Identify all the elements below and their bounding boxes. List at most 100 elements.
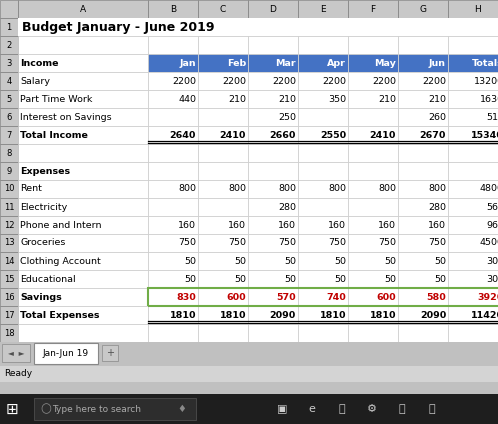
Bar [398, 90, 448, 108]
Bar [348, 198, 398, 216]
Text: 📁: 📁 [339, 404, 345, 414]
Text: 50: 50 [234, 274, 246, 284]
Bar [448, 126, 498, 144]
Text: 740: 740 [326, 293, 346, 301]
Bar [298, 180, 348, 198]
Bar [18, 162, 148, 180]
Bar [148, 162, 198, 180]
Bar [0, 180, 18, 198]
Bar [198, 216, 248, 234]
Text: 2200: 2200 [422, 76, 446, 86]
Bar [18, 72, 148, 90]
Bar [198, 288, 248, 306]
Bar [198, 270, 248, 288]
Text: May: May [374, 59, 396, 67]
Bar [148, 306, 198, 324]
Bar [348, 216, 398, 234]
Bar [298, 36, 348, 54]
Bar [298, 288, 348, 306]
Bar [348, 144, 398, 162]
Text: 1810: 1810 [320, 310, 346, 320]
Bar [148, 126, 198, 144]
Bar [398, 126, 448, 144]
Bar [298, 306, 348, 324]
Text: 750: 750 [328, 238, 346, 248]
Bar [148, 288, 198, 306]
Bar [348, 180, 398, 198]
Bar [198, 162, 248, 180]
Bar [298, 18, 348, 36]
Bar [148, 0, 198, 18]
Text: F: F [371, 5, 375, 14]
Text: 2670: 2670 [420, 131, 446, 139]
Bar [398, 0, 448, 18]
Bar [348, 288, 398, 306]
Bar [398, 180, 448, 198]
Bar [18, 108, 148, 126]
Bar [198, 252, 248, 270]
Bar [398, 324, 448, 342]
Text: Mar: Mar [275, 59, 296, 67]
Bar [448, 306, 498, 324]
Bar [248, 198, 298, 216]
Text: 50: 50 [384, 274, 396, 284]
Bar [348, 306, 398, 324]
Bar [448, 0, 498, 18]
Bar [298, 90, 348, 108]
Bar [348, 234, 398, 252]
Bar [0, 252, 18, 270]
Bar [298, 72, 348, 90]
Bar [448, 216, 498, 234]
Text: 50: 50 [334, 274, 346, 284]
Bar [248, 252, 298, 270]
Text: Total Expenses: Total Expenses [20, 310, 100, 320]
Bar [0, 162, 18, 180]
Bar [398, 252, 448, 270]
Text: 750: 750 [428, 238, 446, 248]
Bar [18, 180, 148, 198]
Bar [248, 306, 298, 324]
Text: 🖥: 🖥 [399, 404, 405, 414]
Bar [18, 216, 148, 234]
Text: 300: 300 [486, 274, 498, 284]
Bar [0, 306, 18, 324]
Text: Interest on Savings: Interest on Savings [20, 112, 112, 122]
Bar [248, 180, 298, 198]
Bar [0, 90, 18, 108]
Bar [298, 198, 348, 216]
Text: Part Time Work: Part Time Work [20, 95, 92, 103]
Text: 12: 12 [4, 220, 14, 229]
Bar [348, 252, 398, 270]
Bar [0, 288, 18, 306]
Bar [448, 36, 498, 54]
Bar [448, 72, 498, 90]
Bar [0, 162, 18, 180]
Bar [148, 18, 198, 36]
Bar [248, 108, 298, 126]
Bar [398, 162, 448, 180]
Bar [0, 234, 18, 252]
Bar [448, 270, 498, 288]
Text: 2090: 2090 [420, 310, 446, 320]
Text: 160: 160 [428, 220, 446, 229]
Bar [0, 198, 18, 216]
Bar [348, 270, 398, 288]
Bar [18, 18, 498, 36]
Bar [198, 270, 248, 288]
Bar [198, 54, 248, 72]
Text: 10: 10 [4, 184, 14, 193]
Bar [248, 108, 298, 126]
Text: 50: 50 [234, 257, 246, 265]
Bar [0, 36, 18, 54]
Bar [348, 180, 398, 198]
Bar [398, 18, 448, 36]
Bar [198, 198, 248, 216]
Bar [248, 72, 298, 90]
Bar [148, 144, 198, 162]
Text: 🗓: 🗓 [429, 404, 435, 414]
Bar [18, 270, 148, 288]
Bar [298, 54, 348, 72]
Bar [398, 270, 448, 288]
Bar [398, 108, 448, 126]
Bar [198, 18, 248, 36]
